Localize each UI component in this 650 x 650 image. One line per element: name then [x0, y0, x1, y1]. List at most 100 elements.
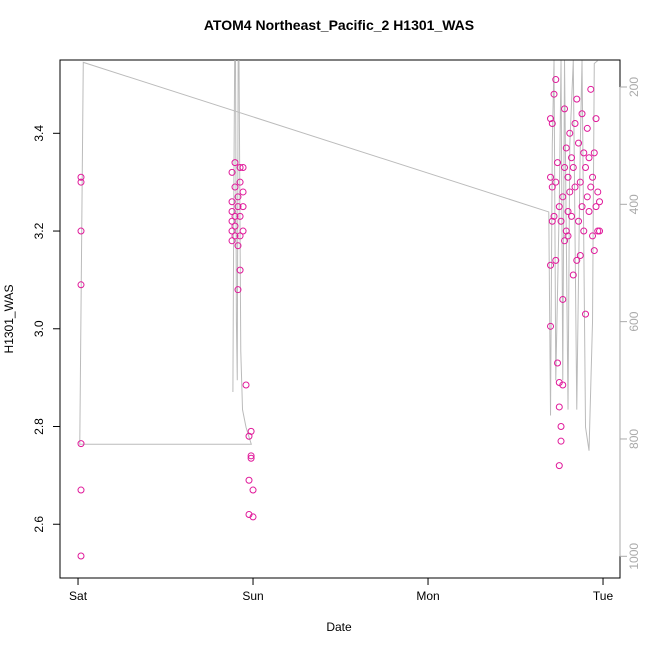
- x-tick-label: Sat: [69, 589, 88, 603]
- data-point: [234, 286, 242, 294]
- data-point: [589, 173, 597, 181]
- data-point: [77, 178, 85, 186]
- data-point: [568, 154, 576, 162]
- data-point: [234, 193, 242, 201]
- data-point: [580, 149, 588, 157]
- x-tick-label: Tue: [593, 589, 614, 603]
- data-point: [582, 310, 590, 318]
- data-point: [239, 227, 247, 235]
- data-point: [589, 232, 597, 240]
- x-tick-label: Mon: [416, 589, 439, 603]
- data-point: [571, 183, 579, 191]
- data-point: [77, 552, 85, 560]
- data-point: [547, 322, 555, 330]
- y2-tick-label: 800: [627, 429, 641, 449]
- data-point: [554, 159, 562, 167]
- data-point: [564, 232, 572, 240]
- chart-title: ATOM4 Northeast_Pacific_2 H1301_WAS: [204, 17, 474, 33]
- data-point: [555, 379, 563, 387]
- data-point: [564, 173, 572, 181]
- data-point: [239, 203, 247, 211]
- data-point: [247, 427, 255, 435]
- data-point: [228, 198, 236, 206]
- data-point: [571, 120, 579, 128]
- data-point: [236, 164, 244, 172]
- data-point: [231, 212, 239, 220]
- data-point: [547, 261, 555, 269]
- data-point: [564, 207, 572, 215]
- data-point: [557, 423, 565, 431]
- data-point: [247, 454, 255, 462]
- data-point: [552, 76, 560, 84]
- data-point: [242, 381, 250, 389]
- data-point: [550, 212, 558, 220]
- data-point: [249, 486, 257, 494]
- data-point: [569, 164, 577, 172]
- data-point: [234, 203, 242, 211]
- data-point: [561, 105, 569, 113]
- data-point: [77, 173, 85, 181]
- data-point: [555, 462, 563, 470]
- y2-tick-label: 400: [627, 194, 641, 214]
- data-point: [245, 476, 253, 484]
- data-point: [585, 207, 593, 215]
- data-point: [548, 183, 556, 191]
- data-point: [592, 115, 600, 123]
- data-point: [228, 237, 236, 245]
- data-point: [566, 188, 574, 196]
- data-point: [578, 110, 586, 118]
- data-point: [576, 178, 584, 186]
- data-point: [587, 183, 595, 191]
- data-point: [582, 164, 590, 172]
- data-point: [559, 381, 567, 389]
- data-point: [561, 237, 569, 245]
- data-point: [585, 154, 593, 162]
- data-point: [236, 212, 244, 220]
- data-point: [594, 188, 602, 196]
- data-point: [569, 271, 577, 279]
- data-point: [247, 452, 255, 460]
- data-point: [555, 403, 563, 411]
- data-point: [231, 222, 239, 230]
- data-point: [592, 203, 600, 211]
- data-point: [576, 251, 584, 259]
- data-point: [561, 164, 569, 172]
- data-point: [77, 486, 85, 494]
- data-point: [559, 193, 567, 201]
- data-point: [236, 266, 244, 274]
- data-point: [552, 256, 560, 264]
- data-point: [555, 203, 563, 211]
- data-point: [578, 203, 586, 211]
- data-point: [550, 90, 558, 98]
- data-point: [573, 95, 581, 103]
- data-point: [239, 164, 247, 172]
- data-point: [562, 227, 570, 235]
- y-tick-label: 2.8: [32, 418, 46, 435]
- y2-tick-label: 1000: [627, 543, 641, 570]
- data-point: [590, 247, 598, 255]
- data-point: [228, 168, 236, 176]
- pressure-line: [79, 60, 599, 451]
- y2-tick-label: 600: [627, 311, 641, 331]
- data-point: [575, 217, 583, 225]
- data-point: [562, 144, 570, 152]
- data-point: [590, 149, 598, 157]
- data-point: [228, 227, 236, 235]
- data-point: [234, 242, 242, 250]
- y-tick-label: 3.4: [32, 125, 46, 142]
- plot-frame: [59, 59, 621, 579]
- data-point: [552, 178, 560, 186]
- data-point: [587, 85, 595, 93]
- data-point: [249, 513, 257, 521]
- data-point: [566, 129, 574, 137]
- data-point: [236, 232, 244, 240]
- data-point: [580, 227, 588, 235]
- data-point: [228, 207, 236, 215]
- data-point: [547, 115, 555, 123]
- x-tick-label: Sun: [242, 589, 263, 603]
- y-axis-label: H1301_WAS: [2, 285, 16, 354]
- data-point: [239, 188, 247, 196]
- data-point: [557, 437, 565, 445]
